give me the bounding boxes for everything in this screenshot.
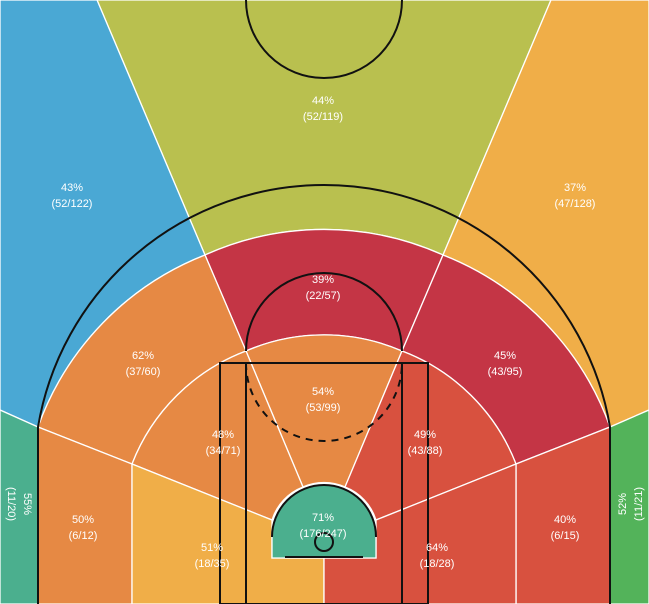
three-point-line bbox=[37, 184, 611, 604]
zone-restricted-area-frac: (176/247) bbox=[299, 528, 346, 540]
court-lines bbox=[37, 0, 611, 604]
zone-left-corner-three-frac: (11/20) bbox=[5, 487, 17, 521]
zone-left-short-baseline-frac: (18/35) bbox=[195, 558, 230, 570]
zone-mid-right-wing-frac: (43/95) bbox=[488, 366, 523, 378]
zone-top-right-wing-pct: 37% bbox=[564, 182, 586, 194]
half-court-circle bbox=[245, 0, 403, 79]
zone-mid-top-frac: (22/57) bbox=[306, 290, 341, 302]
zone-mid-right-wing-pct: 45% bbox=[494, 350, 516, 362]
zone-left-baseline-long-pct: 50% bbox=[72, 514, 94, 526]
paint-lane bbox=[219, 362, 429, 604]
zone-right-short-baseline-frac: (18/28) bbox=[420, 558, 455, 570]
zone-left-corner-three-label: 55% (11/20) bbox=[5, 487, 33, 521]
zone-mid-left-elbow-frac: (34/71) bbox=[206, 445, 241, 457]
zone-left-short-baseline-pct: 51% bbox=[201, 542, 223, 554]
zone-right-corner-three-pct: 52% bbox=[617, 493, 629, 515]
label-layer: 44% (52/119) 43% (52/122) 37% (47/128) 55% (11/… bbox=[5, 95, 645, 570]
zone-mid-left-elbow-pct: 48% bbox=[212, 429, 234, 441]
zone-left-corner-three bbox=[0, 409, 39, 604]
zone-paint-top-frac: (53/99) bbox=[306, 402, 341, 414]
zone-mid-right-elbow-pct: 49% bbox=[414, 429, 436, 441]
zone-mid-left-elbow bbox=[131, 350, 304, 521]
zone-right-baseline-long-frac: (6/15) bbox=[551, 530, 580, 542]
zone-mid-left-wing-pct: 62% bbox=[132, 350, 154, 362]
zone-top-left-wing-pct: 43% bbox=[61, 182, 83, 194]
zone-right-short-baseline-pct: 64% bbox=[426, 542, 448, 554]
zone-right-baseline-long-pct: 40% bbox=[554, 514, 576, 526]
free-throw-circle-bottom bbox=[245, 362, 403, 442]
zone-top-key-frac: (52/119) bbox=[303, 111, 343, 123]
zone-right-corner-three-label: 52% (11/21) bbox=[617, 487, 645, 521]
zone-top-left-wing-frac: (52/122) bbox=[52, 198, 93, 210]
zone-top-right-wing-frac: (47/128) bbox=[555, 198, 596, 210]
zone-mid-left-wing-frac: (37/60) bbox=[126, 366, 161, 378]
zone-top-key-pct: 44% bbox=[312, 95, 334, 107]
zone-restricted-area-pct: 71% bbox=[312, 512, 334, 524]
zone-paint-top-pct: 54% bbox=[312, 386, 334, 398]
zone-left-corner-three-pct: 55% bbox=[21, 493, 33, 515]
restricted-arc bbox=[271, 484, 377, 538]
zone-paint-top bbox=[245, 334, 403, 488]
zone-left-baseline-long-frac: (6/12) bbox=[69, 530, 98, 542]
zone-mid-right-elbow bbox=[344, 350, 517, 521]
free-throw-circle-top bbox=[245, 272, 403, 352]
zone-mid-top-pct: 39% bbox=[312, 274, 334, 286]
hoop bbox=[314, 532, 334, 552]
zone-mid-right-elbow-frac: (43/88) bbox=[408, 445, 443, 457]
zone-right-corner-three-frac: (11/21) bbox=[633, 487, 645, 521]
